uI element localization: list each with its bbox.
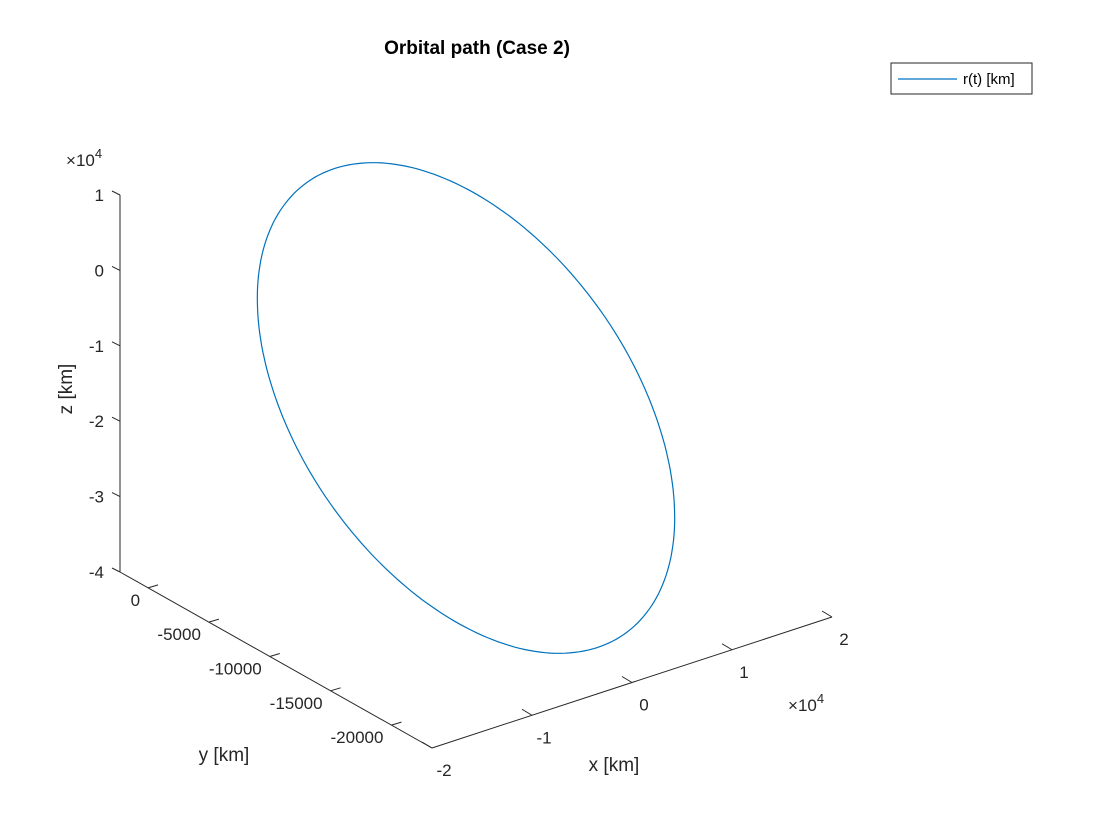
ticks-layer: 10-1-2-3-40-5000-10000-15000-20000-2-101…	[89, 186, 849, 780]
x-exponent-power: 4	[817, 691, 824, 706]
x-tick-mark	[421, 741, 433, 749]
z-tick-label: 1	[95, 186, 104, 205]
x-tick-label: 2	[839, 630, 848, 649]
z-tick-mark	[111, 190, 121, 196]
z-exponent-label: ×104	[66, 146, 102, 170]
series-line-orbit	[256, 162, 676, 654]
x-tick-label: 0	[639, 696, 648, 715]
z-tick-mark	[111, 341, 121, 347]
x-tick-mark	[721, 643, 733, 651]
y-axis-line	[119, 571, 433, 749]
y-tick-label: 0	[131, 591, 140, 610]
x-tick-mark	[521, 708, 533, 716]
x-tick-mark	[821, 610, 833, 618]
legend-entry: r(t) [km]	[963, 71, 1015, 88]
x-tick-label: -1	[536, 728, 551, 747]
x-tick-label: 1	[739, 663, 748, 682]
z-tick-mark	[111, 265, 121, 271]
z-tick-mark	[111, 416, 121, 422]
y-tick-label: -20000	[331, 728, 384, 747]
y-tick-label: -10000	[209, 659, 262, 678]
legend: r(t) [km]	[890, 62, 1033, 95]
z-tick-label: -4	[89, 563, 104, 582]
y-tick-mark	[269, 653, 280, 657]
y-tick-label: -15000	[270, 694, 323, 713]
x-exponent-label: ×104	[788, 691, 824, 715]
z-tick-mark	[111, 492, 121, 498]
y-tick-mark	[147, 584, 159, 589]
x-exponent-base: 10	[798, 696, 817, 715]
z-tick-mark	[111, 567, 121, 573]
z-exponent-power: 4	[95, 146, 102, 161]
svg-text:×104: ×104	[66, 146, 102, 170]
z-tick-label: -1	[89, 337, 104, 356]
z-axis-label: z [km]	[56, 364, 77, 415]
x-tick-mark	[621, 676, 633, 683]
x-tick-label: -2	[436, 761, 451, 780]
svg-text:×104: ×104	[788, 691, 824, 715]
y-tick-mark	[391, 721, 402, 726]
y-tick-label: -5000	[157, 625, 200, 644]
z-tick-label: -3	[89, 488, 104, 507]
z-tick-label: -2	[89, 412, 104, 431]
z-tick-label: 0	[95, 261, 104, 280]
z-exponent-base: 10	[76, 151, 95, 170]
x-axis-label: x [km]	[589, 755, 640, 776]
chart-title: Orbital path (Case 2)	[384, 38, 570, 59]
y-tick-mark	[208, 618, 220, 623]
y-axis-label: y [km]	[199, 745, 250, 766]
y-tick-mark	[330, 687, 341, 692]
